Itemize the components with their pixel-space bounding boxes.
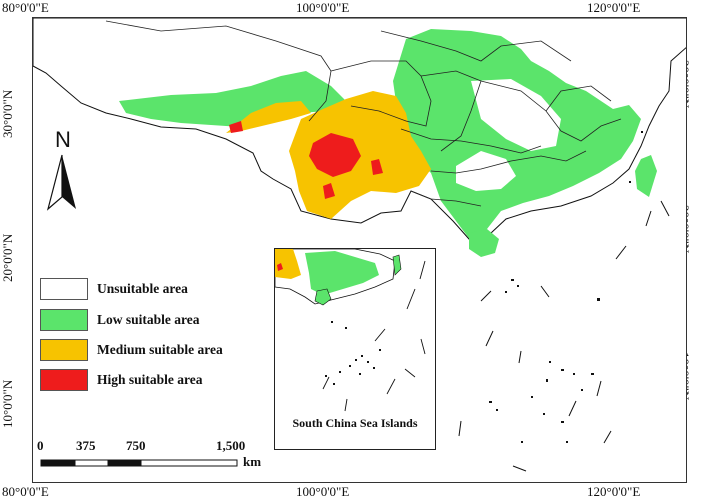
bottom-lon-label-100: 100°0'0"E [296,484,350,499]
unsuitable-patch-south [456,151,516,191]
unsuitable-patch-central [471,79,561,151]
legend-item-low: Low suitable area [40,308,200,332]
left-lat-label-20: 20°0'0"N [0,233,15,282]
legend-label-medium: Medium suitable area [97,342,223,357]
low-suitable-hainan [469,229,499,257]
scale-label-0: 0 [37,438,44,453]
legend-label-low: Low suitable area [97,312,200,327]
low-suitable-taiwan [635,155,657,197]
high-suitable-spot-3 [229,121,243,133]
bottom-lon-label-80: 80°0'0"E [2,484,49,499]
left-lat-label-30: 30°0'0"N [0,89,15,138]
high-suitable-spot-2 [371,159,383,175]
inset-title: South China Sea Islands [292,416,418,430]
province-boundaries [105,20,622,207]
scale-unit: km [243,454,262,469]
scale-label-750: 750 [126,438,146,453]
south-sea-islands [458,200,670,472]
north-arrow-icon [46,154,76,211]
scale-label-375: 375 [76,438,96,453]
top-lon-label-120: 120°0'0"E [587,0,641,15]
suitability-map [33,18,686,472]
island-dots [489,131,643,443]
legend-swatch-low [40,309,88,331]
north-arrow-letter: N [55,127,71,152]
legend-label-unsuitable: Unsuitable area [97,281,188,296]
inset-map-graphic [275,249,426,412]
scale-bar [40,459,238,467]
legend-swatch-unsuitable [40,278,88,300]
legend-swatch-medium [40,339,88,361]
legend-label-high: High suitable area [97,372,203,387]
high-suitable-spot-1 [323,183,335,199]
left-lat-label-10: 10°0'0"N [0,379,15,428]
top-lon-label-100: 100°0'0"E [296,0,350,15]
legend-item-high: High suitable area [40,368,203,392]
legend-item-medium: Medium suitable area [40,338,223,362]
bottom-lon-label-120: 120°0'0"E [587,484,641,499]
inset-map: South China Sea Islands [274,248,436,450]
legend-swatch-high [40,369,88,391]
high-suitable-core [309,133,361,177]
top-lon-label-80: 80°0'0"E [2,0,49,15]
medium-suitable-band-west [226,101,311,133]
scale-label-1500: 1,500 [216,438,246,453]
legend-item-unsuitable: Unsuitable area [40,277,188,301]
